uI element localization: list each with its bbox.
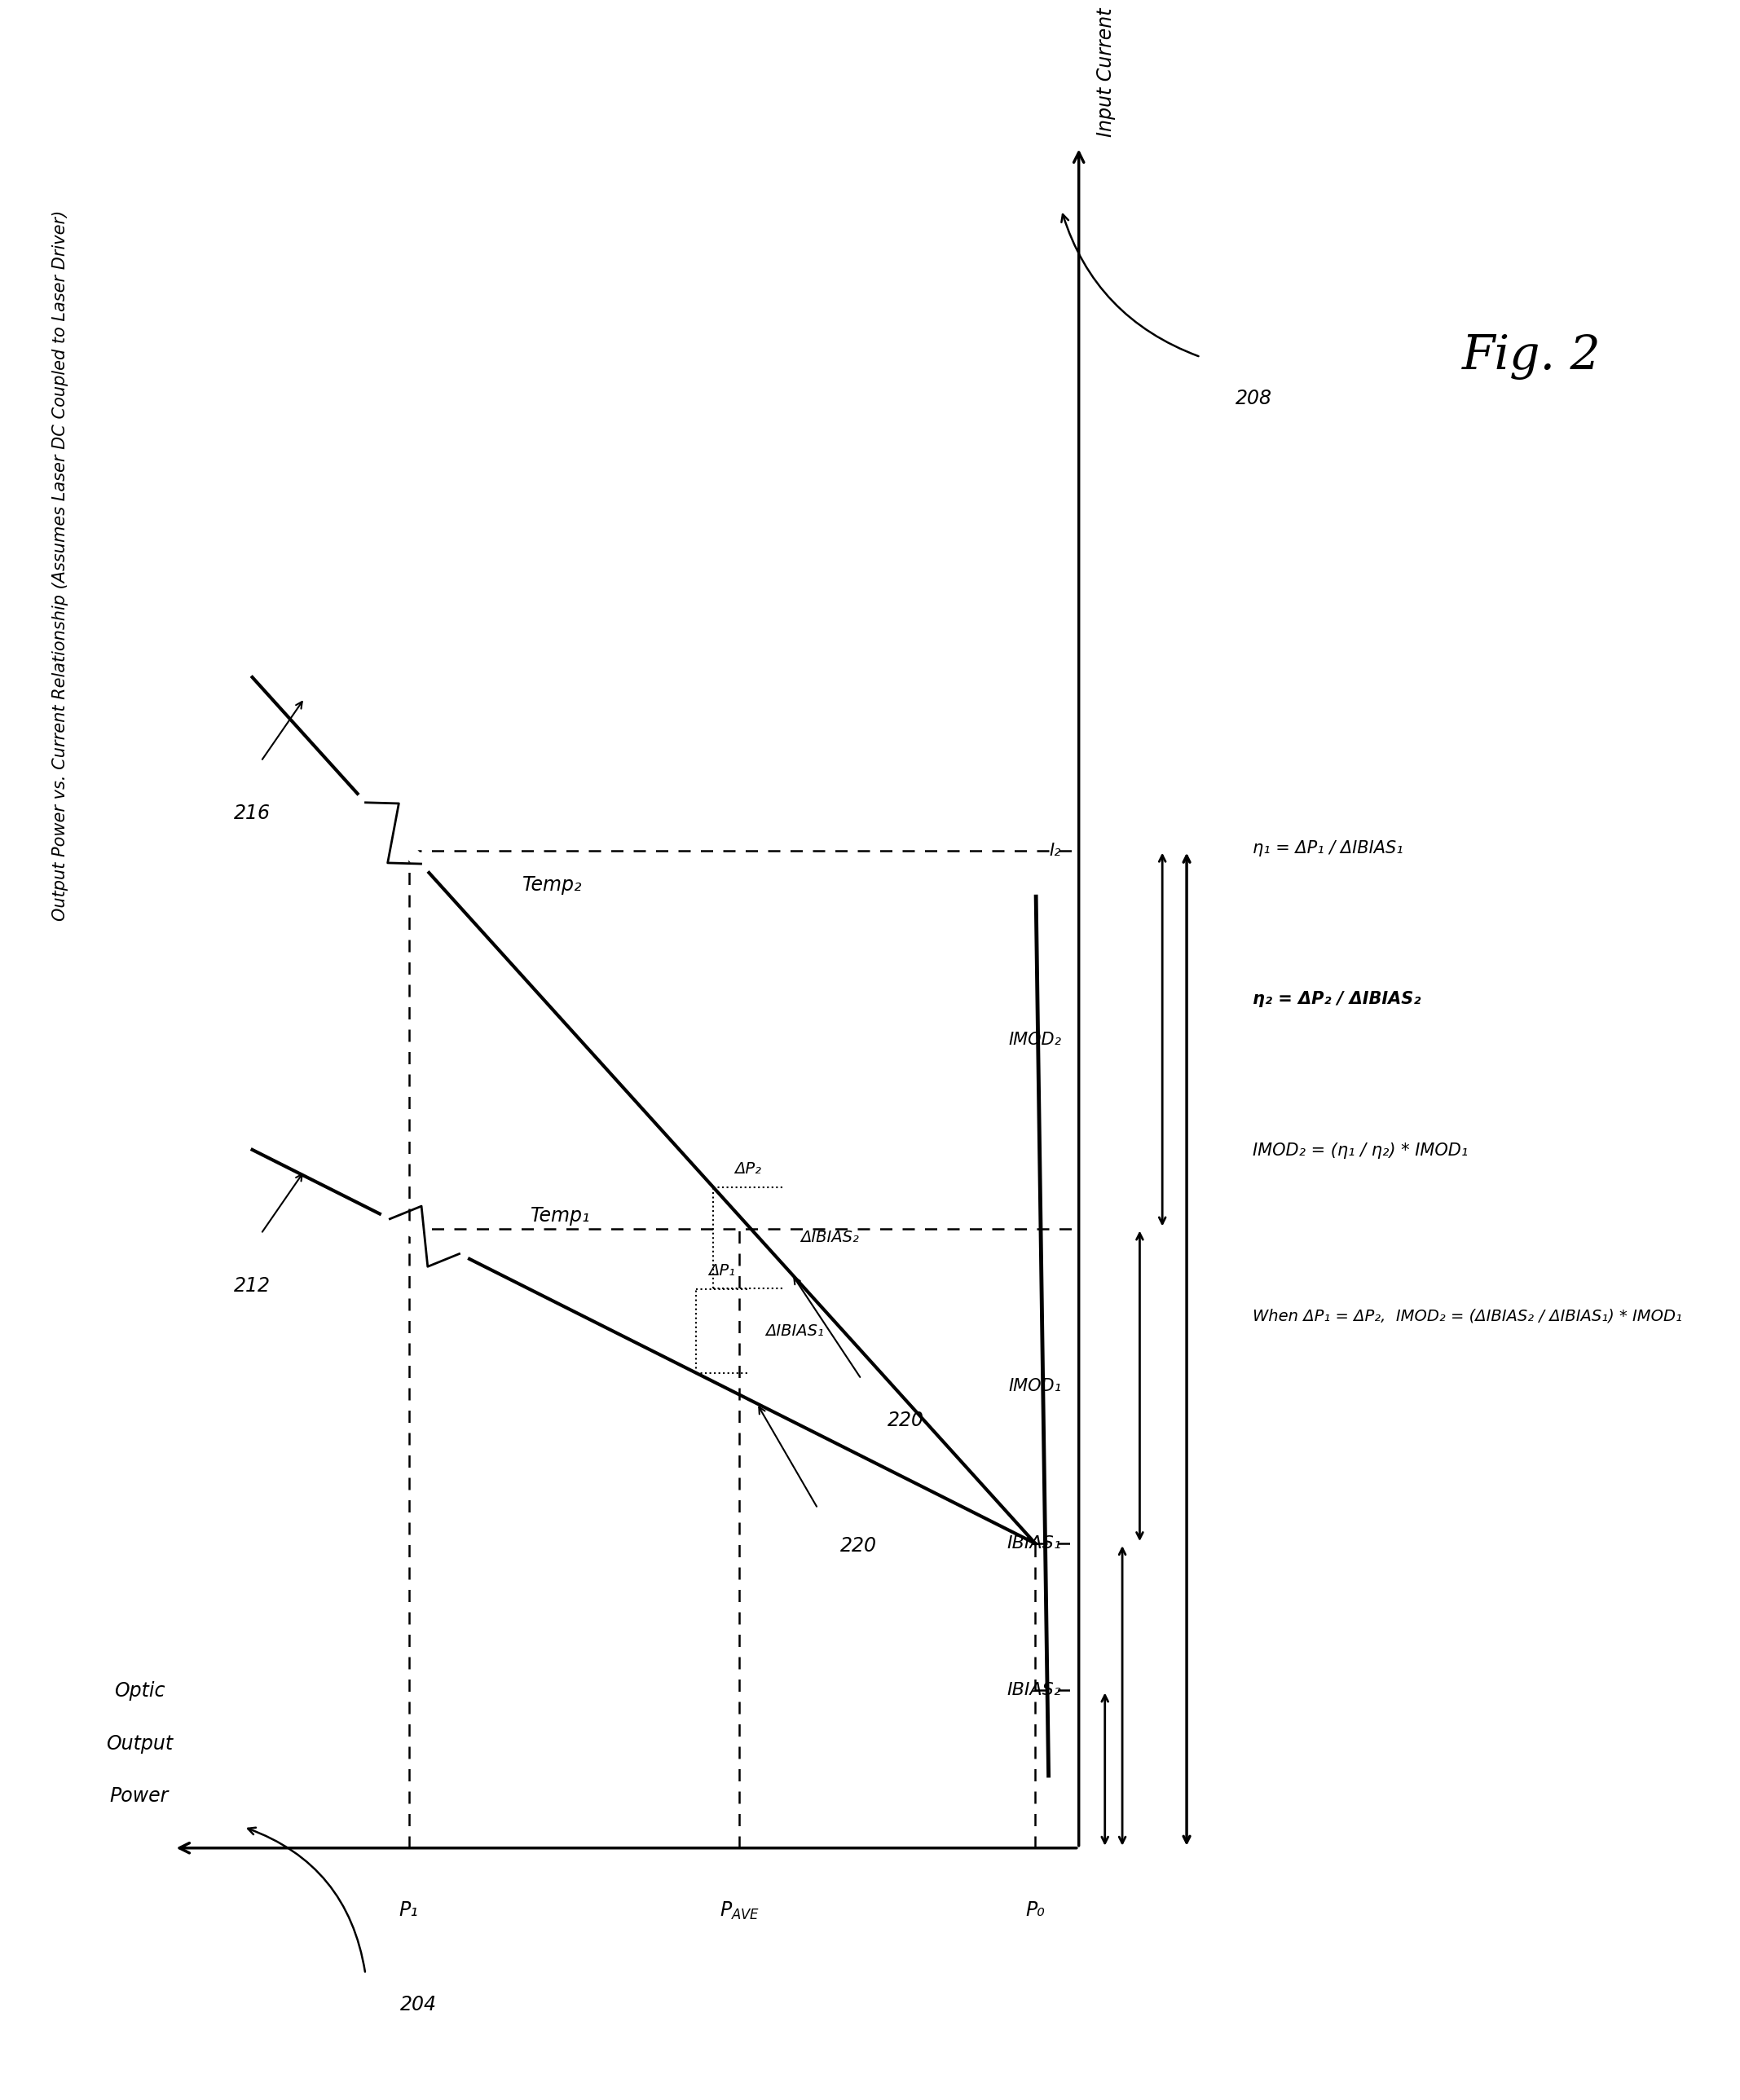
Text: 208: 208 xyxy=(1235,388,1272,407)
Text: η₁ = ΔP₁ / ΔIBIAS₁: η₁ = ΔP₁ / ΔIBIAS₁ xyxy=(1253,840,1402,857)
Text: ΔP₂: ΔP₂ xyxy=(734,1161,762,1176)
Text: IMOD₂: IMOD₂ xyxy=(1009,1031,1061,1048)
Text: Fig. 2: Fig. 2 xyxy=(1462,334,1601,380)
Text: When ΔP₁ = ΔP₂,  IMOD₂ = (ΔIBIAS₂ / ΔIBIAS₁) * IMOD₁: When ΔP₁ = ΔP₂, IMOD₂ = (ΔIBIAS₂ / ΔIBIA… xyxy=(1253,1308,1683,1325)
Text: η₂ = ΔP₂ / ΔIBIAS₂: η₂ = ΔP₂ / ΔIBIAS₂ xyxy=(1253,991,1422,1008)
Text: I₂: I₂ xyxy=(1049,842,1061,859)
Text: ΔP₁: ΔP₁ xyxy=(708,1262,736,1279)
Text: P₀: P₀ xyxy=(1025,1900,1046,1919)
Text: IBIAS₂: IBIAS₂ xyxy=(1007,1682,1061,1699)
Text: P₁: P₁ xyxy=(398,1900,419,1919)
Text: ΔIBIAS₁: ΔIBIAS₁ xyxy=(766,1323,825,1338)
Text: IMOD₂ = (η₁ / η₂) * IMOD₁: IMOD₂ = (η₁ / η₂) * IMOD₁ xyxy=(1253,1142,1469,1159)
Text: 212: 212 xyxy=(233,1277,271,1296)
Text: $P_{AVE}$: $P_{AVE}$ xyxy=(719,1900,760,1922)
Text: Optic: Optic xyxy=(113,1682,165,1701)
Text: IBIAS₁: IBIAS₁ xyxy=(1007,1535,1061,1552)
Text: Output: Output xyxy=(106,1735,172,1754)
Text: Temp₁: Temp₁ xyxy=(531,1205,590,1226)
Text: 220: 220 xyxy=(840,1535,877,1556)
Text: Input Current: Input Current xyxy=(1096,6,1115,136)
Text: Power: Power xyxy=(110,1787,169,1806)
Text: 220: 220 xyxy=(887,1411,924,1430)
Text: Output Power vs. Current Relationship (Assumes Laser DC Coupled to Laser Driver): Output Power vs. Current Relationship (A… xyxy=(52,210,68,920)
Text: ΔIBIAS₂: ΔIBIAS₂ xyxy=(800,1231,860,1245)
Text: 204: 204 xyxy=(400,1995,437,2014)
Text: Temp₂: Temp₂ xyxy=(522,876,581,895)
Text: 216: 216 xyxy=(233,804,271,823)
Text: IMOD₁: IMOD₁ xyxy=(1009,1378,1061,1394)
